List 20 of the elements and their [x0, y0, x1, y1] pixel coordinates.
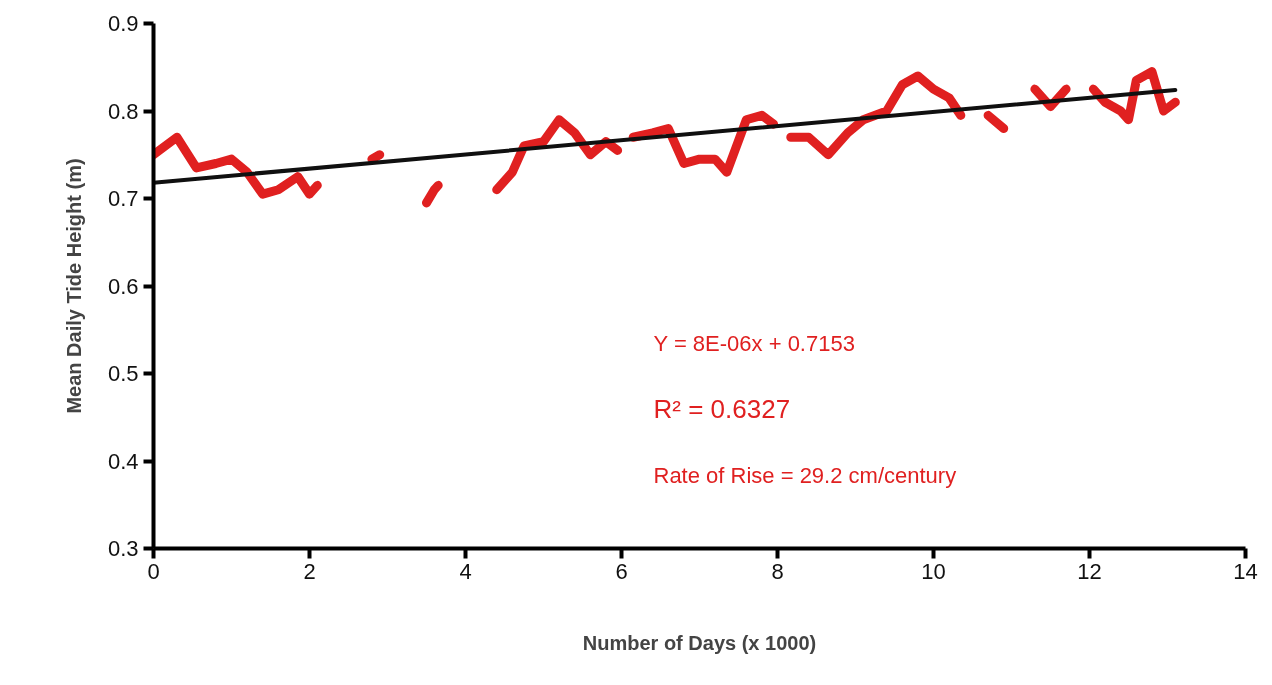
x-tick-label: 4 — [459, 558, 472, 584]
annotation: Rate of Rise = 29.2 cm/century — [653, 462, 957, 488]
y-tick-label: 0.3 — [107, 536, 139, 561]
x-tick-label: 12 — [1077, 558, 1102, 584]
y-tick-label: 0.8 — [107, 98, 139, 124]
y-axis-title: Mean Daily Tide Height (m) — [62, 158, 85, 414]
x-tick-label: 6 — [615, 558, 628, 584]
y-tick-label: 0.4 — [107, 448, 139, 474]
x-axis-title: Number of Days (x 1000) — [582, 631, 817, 654]
y-tick-label: 0.9 — [107, 11, 139, 36]
y-tick-label: 0.5 — [107, 361, 139, 386]
x-tick-label: 0 — [147, 558, 160, 584]
annotation: Y = 8E-06x + 0.7153 — [653, 330, 855, 356]
y-tick-label: 0.6 — [107, 273, 139, 299]
x-tick-label: 10 — [921, 558, 946, 584]
x-tick-label: 8 — [771, 558, 784, 584]
x-tick-label: 2 — [303, 558, 316, 584]
x-tick-label: 14 — [1233, 558, 1258, 584]
annotation: R² = 0.6327 — [653, 393, 791, 424]
y-tick-label: 0.7 — [107, 186, 139, 211]
